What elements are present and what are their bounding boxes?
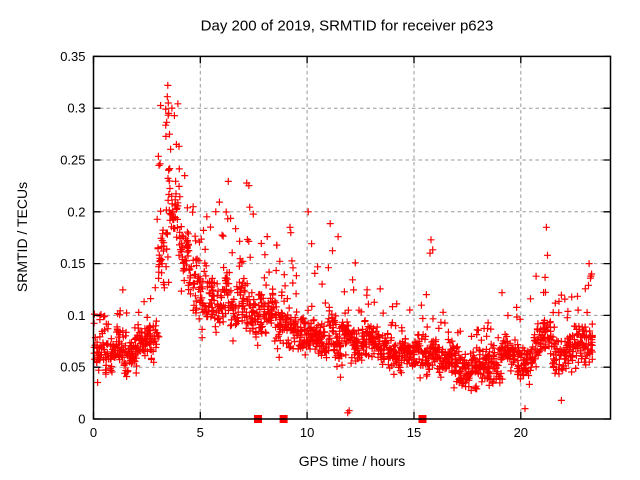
plot-border: [92, 55, 612, 420]
y-tick-label: 0.25: [60, 153, 85, 168]
y-tick-label: 0.05: [60, 360, 85, 375]
x-tick-label: 5: [197, 425, 204, 440]
y-tick-label: 0.35: [60, 49, 85, 64]
x-tick-label: 20: [514, 425, 528, 440]
axis-ticks: [92, 55, 611, 420]
x-tick-label: 15: [407, 425, 421, 440]
y-tick-label: 0.3: [67, 101, 85, 116]
y-tick-label: 0.15: [60, 256, 85, 271]
x-tick-label: 0: [90, 425, 97, 440]
y-tick-label: 0.2: [67, 204, 85, 219]
chart-title: Day 200 of 2019, SRMTID for receiver p62…: [200, 17, 494, 35]
scatter-points: [90, 81, 596, 417]
y-tick-label: 0.1: [67, 308, 85, 323]
x-axis-label: GPS time / hours: [298, 453, 406, 469]
y-tick-label: 0: [78, 412, 85, 427]
x-tick-label: 10: [300, 425, 314, 440]
